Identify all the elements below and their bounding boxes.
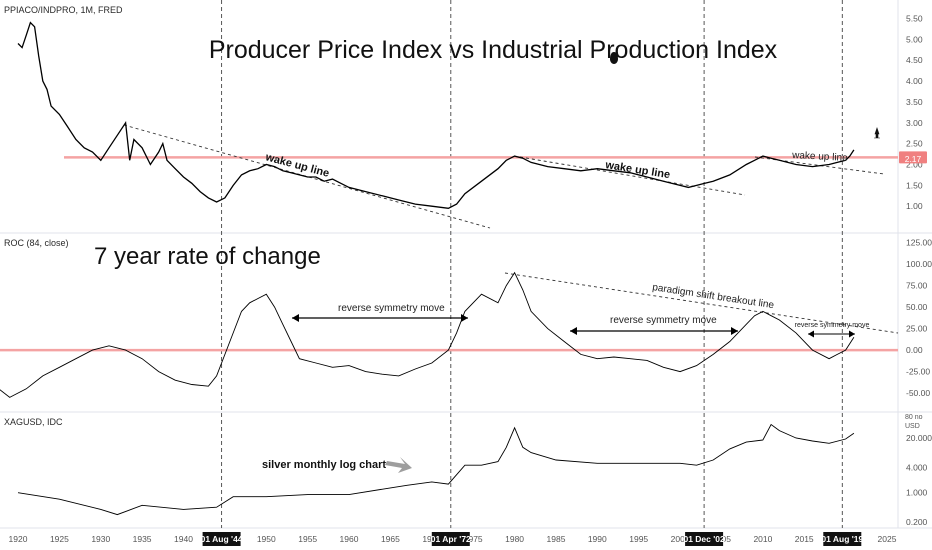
annotation-paradigm-shift: paradigm shift breakout line [652,282,776,311]
pane2-title: 7 year rate of change [94,243,321,270]
pane1-series-line [17,21,855,209]
date-badge-1: 01 Apr '72 [431,532,471,546]
last-value-badge: 2.17 [899,151,927,164]
date-badge-text-0: 01 Aug '44 [201,534,243,544]
arrow-reverse-symmetry-1 [292,314,468,322]
date-badge-0: 01 Aug '44 [201,532,243,546]
xtick-1965: 1965 [381,534,400,544]
annotation-wake-up-line-3: wake up line [791,150,849,164]
gray-arrow-icon [385,457,412,473]
pane3-ytick-2: 1.000 [906,488,928,498]
xtick-1920: 1920 [9,534,28,544]
x-axis-date-badges: 01 Aug '44 01 Apr '72 01 Dec '02 01 Aug '19 [201,532,863,546]
xtick-1960: 1960 [340,534,359,544]
annotation-reverse-symmetry-1: reverse symmetry move [338,303,445,314]
pane2-ytick-7: -50.00 [906,388,930,398]
xtick-1980: 1980 [505,534,524,544]
pane1-ytick-6: 2.50 [906,139,923,149]
xtick-2000: 2000 [671,534,690,544]
date-badge-bg-3 [823,532,862,546]
xtick-1955: 1955 [298,534,317,544]
pane3-series-line [17,423,855,516]
date-badge-bg-0 [202,532,241,546]
pane3-ytick-1: 4.000 [906,462,928,472]
xtick-2025: 2025 [878,534,897,544]
xtick-1990: 1990 [588,534,607,544]
paradigm-shift-trendline[interactable] [504,272,899,334]
last-value-badge-bg [899,151,927,164]
pane2-ytick-4: 25.00 [906,324,928,334]
date-badge-2: 01 Dec '02 [683,532,725,546]
annotation-reverse-symmetry-3: reverse symmetry move [795,322,870,329]
date-badge-text-2: 01 Dec '02 [683,534,725,544]
pane1-ytick-9: 1.00 [906,201,923,211]
date-badge-bg-2 [685,532,724,546]
unit-label-1: 80 no [905,414,923,421]
date-badge-bg-1 [431,532,470,546]
trendline-3[interactable] [754,156,885,175]
rocket-icon [874,127,880,139]
pane3-ytick-3: 0.200 [906,517,928,527]
xtick-1995: 1995 [629,534,648,544]
xtick-1925: 1925 [50,534,69,544]
pane2-series-line [0,271,855,398]
pane1-ytick-7: 2.00 [906,160,923,170]
xtick-1940: 1940 [174,534,193,544]
xtick-1930: 1930 [91,534,110,544]
arrow-reverse-symmetry-2 [570,327,738,335]
date-badge-text-1: 01 Apr '72 [431,534,471,544]
date-badge-3: 01 Aug '19 [821,532,863,546]
drop-icon [610,52,618,64]
pane1-ytick-5: 3.00 [906,118,923,128]
pane2-ytick-2: 75.00 [906,281,928,291]
date-badge-text-3: 01 Aug '19 [821,534,863,544]
xtick-2010: 2010 [753,534,772,544]
xtick-1935: 1935 [133,534,152,544]
unit-label-2: USD [905,423,920,430]
pane2-ytick-5: 0.00 [906,345,923,355]
annotation-silver-log: silver monthly log chart [262,459,386,471]
pane2-ytick-6: -25.00 [906,367,930,377]
pane2-ytick-1: 100.00 [906,259,932,269]
pane1-y-ticks: 5.50 5.00 4.50 4.00 3.50 3.00 2.50 2.00 1.50 1.00 [906,13,923,211]
vertical-date-markers [221,0,843,528]
pane2-ytick-3: 50.00 [906,302,928,312]
xtick-1950: 1950 [257,534,276,544]
pane1-label[interactable]: PPIACO/INDPRO, 1M, FRED [4,5,123,15]
pane1-ytick-1: 5.00 [906,34,923,44]
xtick-1985: 1985 [547,534,566,544]
pane3-y-ticks: 20.000 4.000 1.000 0.200 [906,433,932,527]
pane2-y-ticks: 125.00 100.00 75.00 50.00 25.00 0.00 -25.00 -50… [906,238,932,399]
trendline-2[interactable] [519,156,746,196]
annotation-wake-up-line-2: wake up line [604,159,671,181]
pane1-ytick-0: 5.50 [906,13,923,23]
pane3-label[interactable]: XAGUSD, IDC [4,417,63,427]
pane3-ytick-0: 20.000 [906,433,932,443]
pane1-ytick-8: 1.50 [906,180,923,190]
pane2-ytick-0: 125.00 [906,238,932,248]
xtick-1975: 1975 [464,534,483,544]
pane1-title: Producer Price Index vs Industrial Produ… [209,36,778,64]
pane1-ytick-3: 4.00 [906,76,923,86]
annotation-reverse-symmetry-2: reverse symmetry move [610,315,717,326]
last-value-badge-text: 2.17 [905,154,922,164]
xtick-2015: 2015 [795,534,814,544]
pane1-ytick-4: 3.50 [906,97,923,107]
pane2-label[interactable]: ROC (84, close) [4,238,69,248]
arrow-reverse-symmetry-3 [808,330,855,338]
pane1-ytick-2: 4.50 [906,55,923,65]
annotation-wake-up-line-1: wake up line [263,151,330,180]
